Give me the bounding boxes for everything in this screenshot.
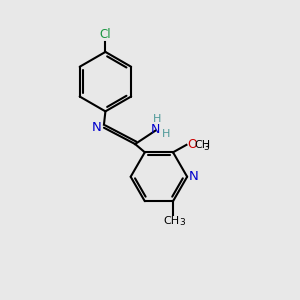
Text: N: N	[92, 121, 102, 134]
Text: N: N	[189, 170, 198, 183]
Text: Cl: Cl	[100, 28, 111, 40]
Text: N: N	[151, 123, 160, 136]
Text: CH: CH	[195, 140, 211, 151]
Text: H: H	[162, 129, 170, 139]
Text: H: H	[153, 114, 161, 124]
Text: O: O	[187, 138, 197, 152]
Text: 3: 3	[203, 143, 209, 152]
Text: 3: 3	[179, 218, 185, 226]
Text: CH: CH	[164, 216, 180, 226]
